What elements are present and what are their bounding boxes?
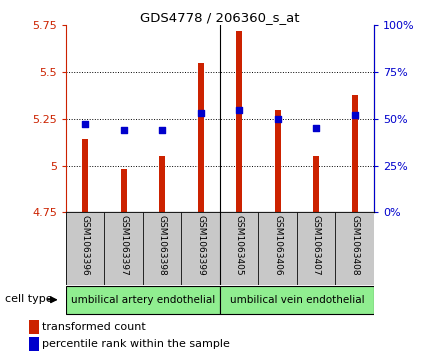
Point [120,127,127,133]
Bar [313,156,319,212]
Bar [220,286,374,314]
Point [351,112,358,118]
Point [82,122,88,127]
Text: GSM1063396: GSM1063396 [81,215,90,276]
Text: transformed count: transformed count [42,322,146,332]
Point [313,125,320,131]
Bar [159,156,165,212]
Bar [181,212,220,285]
Bar [121,170,127,212]
Bar [335,212,374,285]
Title: GDS4778 / 206360_s_at: GDS4778 / 206360_s_at [140,11,300,24]
Text: cell type: cell type [5,294,53,304]
Bar [105,212,143,285]
Text: GSM1063399: GSM1063399 [196,215,205,276]
Point [274,116,281,122]
Bar [198,63,204,212]
Text: percentile rank within the sample: percentile rank within the sample [42,339,230,349]
Bar [297,212,335,285]
Bar [236,31,242,212]
Bar [82,139,88,212]
Text: GSM1063407: GSM1063407 [312,215,321,276]
Bar [29,320,39,334]
Bar [258,212,297,285]
Bar [66,286,220,314]
Text: GSM1063398: GSM1063398 [158,215,167,276]
Text: GSM1063408: GSM1063408 [350,215,359,276]
Point [197,110,204,116]
Bar [220,212,258,285]
Point [236,107,243,113]
Bar [352,95,357,212]
Text: GSM1063406: GSM1063406 [273,215,282,276]
Bar [29,337,39,351]
Text: umbilical artery endothelial: umbilical artery endothelial [71,295,215,305]
Text: GSM1063397: GSM1063397 [119,215,128,276]
Text: GSM1063405: GSM1063405 [235,215,244,276]
Bar [143,212,181,285]
Bar [275,110,280,212]
Point [159,127,166,133]
Text: umbilical vein endothelial: umbilical vein endothelial [230,295,364,305]
Bar [66,212,105,285]
